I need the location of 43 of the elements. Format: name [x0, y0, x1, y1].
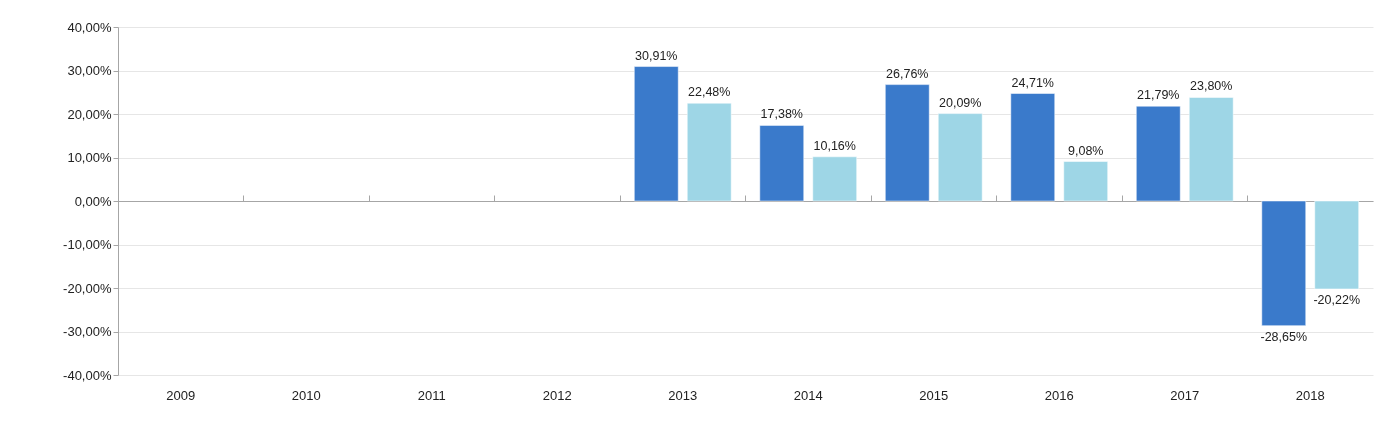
bar — [1261, 200, 1307, 327]
x-tick-label: 2009 — [166, 387, 196, 403]
x-tick-label: 2013 — [668, 387, 698, 403]
data-label: 23,80% — [1190, 79, 1233, 94]
y-tick-label: 40,00% — [67, 19, 112, 35]
x-tick-label: 2011 — [417, 387, 446, 403]
y-tick-label: -20,00% — [63, 280, 112, 296]
data-label: 17,38% — [760, 107, 803, 122]
bar — [937, 113, 983, 202]
x-tick-label: 2012 — [542, 387, 572, 403]
bar — [884, 84, 930, 202]
data-label: 21,79% — [1137, 88, 1180, 103]
y-tick-label: -10,00% — [63, 237, 112, 252]
data-label: 30,91% — [635, 48, 678, 63]
bar — [1063, 161, 1109, 202]
data-label: 26,76% — [886, 66, 929, 81]
y-tick-label: 30,00% — [67, 63, 112, 78]
data-label: -28,65% — [1260, 329, 1308, 344]
y-tick-label: 10,00% — [67, 150, 112, 165]
data-label: 24,71% — [1011, 75, 1054, 90]
bar — [1135, 105, 1181, 202]
y-tick-label: 20,00% — [67, 106, 112, 122]
x-tick-label: 2017 — [1170, 387, 1200, 403]
x-tick-label: 2018 — [1295, 387, 1325, 403]
data-label: 9,08% — [1068, 143, 1104, 158]
data-label: 22,48% — [688, 85, 731, 100]
data-label: -20,22% — [1313, 292, 1361, 307]
x-tick-label: 2014 — [793, 387, 823, 403]
bar — [686, 102, 732, 202]
x-tick-label: 2015 — [919, 387, 949, 403]
bar — [1010, 93, 1056, 202]
data-label: 10,16% — [813, 138, 856, 153]
y-tick-label: -30,00% — [63, 324, 112, 339]
y-tick-label: 0,00% — [74, 193, 112, 209]
x-tick-label: 2010 — [291, 387, 321, 403]
bar — [1188, 96, 1234, 202]
bar — [633, 66, 679, 202]
bar — [812, 156, 858, 202]
y-tick-label: -40,00% — [63, 367, 112, 383]
x-tick-label: 2016 — [1044, 387, 1074, 403]
bar — [759, 124, 805, 202]
bar — [1314, 200, 1360, 290]
data-label: 20,09% — [939, 95, 982, 110]
